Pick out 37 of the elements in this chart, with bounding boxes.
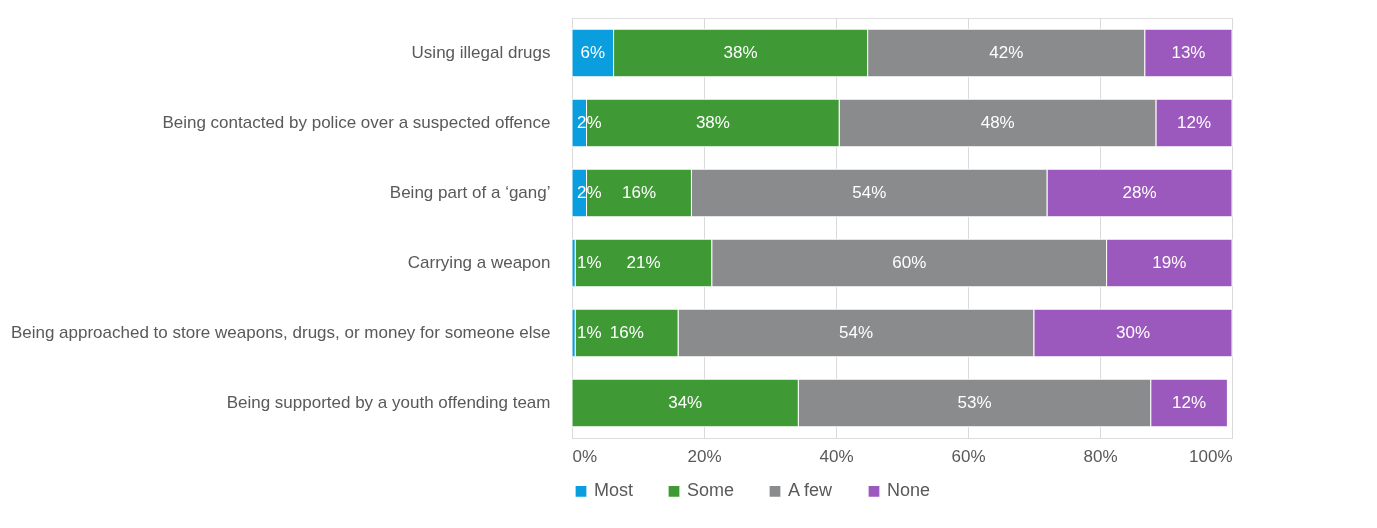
data-label: 42% [989,43,1024,62]
data-label: 38% [695,113,730,132]
legend-label: None [887,480,931,501]
data-label: 12% [1177,113,1212,132]
data-label: 38% [723,43,758,62]
data-label: 53% [957,393,992,412]
data-label: 12% [1172,393,1207,412]
data-label: 30% [1115,323,1151,342]
data-label: 54% [839,323,874,342]
legend-label: Some [687,480,735,501]
data-label: 60% [892,253,927,272]
data-label: 48% [980,113,1015,132]
x-tick-label: 0% [572,446,598,466]
x-tick-label: 100% [1189,446,1233,466]
data-label: 16% [621,183,657,202]
y-tick-label: Being part of a ‘gang’ [389,183,551,202]
data-label: 1% [577,253,602,272]
x-tick-label: 60% [951,446,986,466]
y-tick-label: Being approached to store weapons, drugs, or money for someone else [10,323,551,342]
x-tick-label: 40% [819,446,854,466]
x-tick-label: 80% [1083,446,1118,466]
data-label: 1% [577,323,602,342]
data-label: 34% [668,393,703,412]
y-tick-label: Being supported by a youth offending team [226,393,551,412]
x-tick-label: 20% [687,446,722,466]
legend-label: A few [788,480,834,501]
data-label: 28% [1122,183,1157,202]
y-tick-label: Carrying a weapon [407,253,551,272]
data-label: 16% [609,323,644,342]
data-label: 13% [1171,43,1206,62]
data-label: 21% [626,253,661,272]
data-label: 19% [1152,253,1187,272]
data-label: 6% [580,43,606,62]
data-label: 54% [852,183,887,202]
y-tick-label: Using illegal drugs [411,43,551,62]
y-tick-label: Being contacted by police over a suspected offence [162,113,551,132]
legend-label: Most [594,480,634,501]
